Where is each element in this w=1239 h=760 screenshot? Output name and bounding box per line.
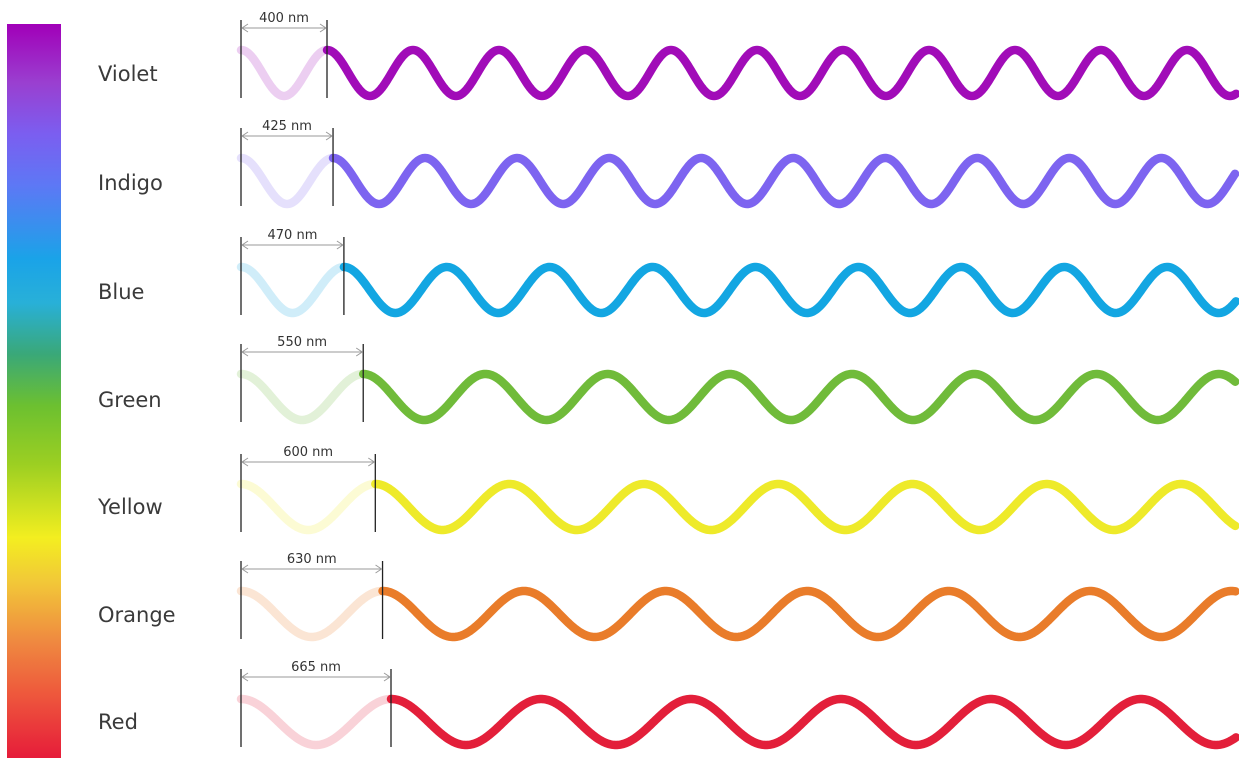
- wavelength-label: 470 nm: [268, 228, 318, 243]
- band-label-red: Red: [98, 710, 138, 734]
- wave-row-green: 550 nm: [236, 335, 1239, 425]
- band-label-yellow: Yellow: [98, 495, 163, 519]
- wave-line: [386, 694, 1239, 750]
- wave-row-orange: 630 nm: [236, 552, 1239, 642]
- wave-row-violet: 400 nm: [236, 11, 1239, 101]
- wavelength-label: 665 nm: [291, 660, 341, 675]
- wave-faded-cycle: [236, 369, 368, 425]
- wavelength-label: 630 nm: [287, 552, 337, 567]
- wavelength-label: 550 nm: [277, 335, 327, 350]
- band-label-indigo: Indigo: [98, 171, 163, 195]
- wave-faded-cycle: [236, 694, 396, 750]
- wavelength-label: 600 nm: [283, 445, 333, 460]
- band-label-orange: Orange: [98, 603, 176, 627]
- wavelength-arrow: [241, 131, 333, 141]
- band-label-green: Green: [98, 388, 162, 412]
- wave-line: [378, 586, 1239, 642]
- wave-faded-cycle: [236, 586, 387, 642]
- wave-faded-cycle: [236, 45, 332, 101]
- wavelength-arrow: [241, 347, 364, 357]
- band-label-violet: Violet: [98, 62, 158, 86]
- wave-line: [322, 45, 1239, 101]
- wavelength-arrow: [241, 457, 376, 467]
- wave-row-indigo: 425 nm: [236, 119, 1239, 209]
- color-spectrum-bar: [7, 24, 61, 758]
- wavelength-arrow: [241, 564, 383, 574]
- wavelength-arrow: [241, 672, 391, 682]
- wave-line: [358, 369, 1239, 425]
- wave-line: [339, 262, 1239, 318]
- wavelength-arrow: [241, 240, 344, 250]
- wave-faded-cycle: [236, 153, 338, 209]
- wave-line: [328, 153, 1239, 209]
- wave-row-blue: 470 nm: [236, 228, 1239, 318]
- wave-faded-cycle: [236, 262, 348, 318]
- wave-row-red: 665 nm: [236, 660, 1239, 750]
- wavelength-label: 425 nm: [262, 119, 312, 134]
- wavelength-arrow: [241, 23, 327, 33]
- wave-row-yellow: 600 nm: [236, 445, 1239, 535]
- band-label-blue: Blue: [98, 280, 145, 304]
- wave-faded-cycle: [236, 479, 380, 535]
- wave-line: [371, 479, 1239, 535]
- wavelength-label: 400 nm: [259, 11, 309, 26]
